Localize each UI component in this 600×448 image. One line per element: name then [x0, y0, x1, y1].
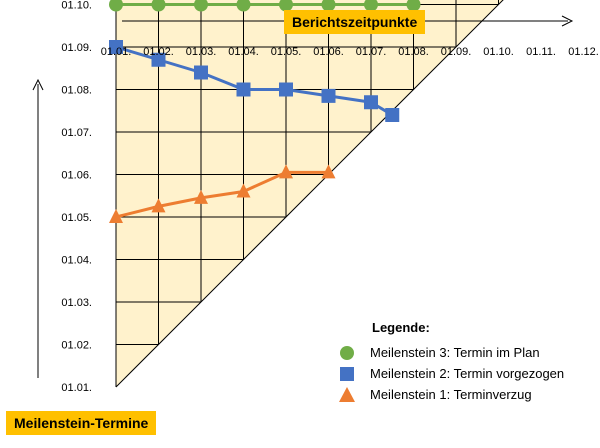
x-tick-label: 01.10. [483, 46, 514, 58]
data-point-circle [406, 0, 421, 12]
y-arrow-head [32, 78, 44, 91]
data-point-square [364, 95, 378, 110]
data-point-square [194, 65, 208, 80]
legend-label-m2: Meilenstein 2: Termin vorgezogen [370, 366, 565, 381]
y-tick-label: 01.09. [61, 42, 92, 54]
x-tick-label: 01.05. [271, 46, 302, 58]
y-tick-label: 01.05. [61, 212, 92, 224]
data-point-square [236, 82, 251, 97]
y-tick-label: 01.03. [61, 297, 92, 309]
x-tick-label: 01.04. [228, 46, 259, 58]
diagonal-line [115, 0, 504, 388]
x-tick-label: 01.11. [526, 46, 556, 58]
data-point-square [321, 88, 336, 103]
x-tick-label: 01.03. [186, 46, 217, 58]
legend-label-m3: Meilenstein 3: Termin im Plan [370, 345, 540, 360]
data-point-circle [151, 0, 166, 12]
data-point-circle [364, 0, 378, 12]
legend-item-m1: Meilenstein 1: Terminverzug [330, 384, 564, 405]
y-tick-label: 01.04. [61, 255, 92, 267]
data-point-square [151, 52, 166, 67]
data-point-circle [194, 0, 208, 12]
x-tick-label: 01.06. [313, 46, 344, 58]
y-tick-label: 01.01. [61, 382, 92, 394]
y-tick-label: 01.10. [61, 0, 92, 12]
data-point-square [385, 108, 400, 122]
data-point-square [279, 82, 293, 97]
data-point-triangle [236, 183, 251, 198]
series-line-2 [115, 170, 329, 219]
data-point-triangle [109, 209, 123, 223]
y-axis-title: Meilenstein-Termine [6, 411, 157, 435]
data-point-circle [109, 0, 123, 12]
legend-title: Legende: [372, 320, 430, 335]
data-point-triangle [321, 164, 336, 179]
data-point-circle [279, 0, 293, 12]
legend-marker-triangle [330, 386, 364, 404]
x-tick-label: 01.08. [398, 46, 429, 58]
y-tick-label: 01.02. [61, 340, 92, 352]
legend-item-m2: Meilenstein 2: Termin vorgezogen [330, 363, 564, 384]
data-point-triangle [151, 198, 166, 213]
data-point-triangle [194, 189, 208, 204]
series-line-1 [115, 45, 394, 117]
legend-label-m1: Meilenstein 1: Terminverzug [370, 387, 532, 402]
x-tick-label: 01.12. [568, 46, 599, 58]
legend-marker-circle [330, 344, 364, 362]
x-tick-label: 01.09. [441, 46, 472, 58]
x-tick-label: 01.07. [356, 46, 387, 58]
data-point-square [109, 40, 123, 54]
y-tick-label: 01.07. [61, 127, 92, 139]
data-point-triangle [279, 164, 293, 179]
x-tick-label: 01.02. [143, 46, 174, 58]
y-tick-label: 01.08. [61, 85, 92, 97]
y-tick-label: 01.06. [61, 170, 92, 182]
data-point-circle [236, 0, 251, 12]
x-tick-label: 01.01. [101, 46, 132, 58]
data-point-circle [321, 0, 336, 12]
legend: Legende: Meilenstein 3: Termin im Plan M… [330, 320, 564, 405]
x-axis-title: Berichtszeitpunkte [284, 10, 426, 34]
x-arrow-head [561, 15, 574, 27]
legend-marker-square [330, 365, 364, 383]
legend-item-m3: Meilenstein 3: Termin im Plan [330, 342, 564, 363]
